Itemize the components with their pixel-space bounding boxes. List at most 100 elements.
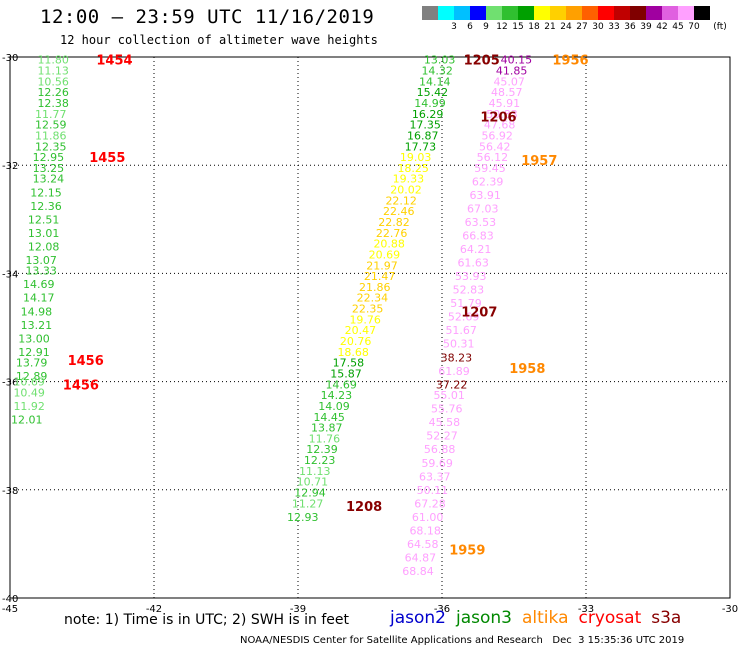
- swh-data-label: 38.23: [441, 351, 473, 364]
- swh-data-label: 66.83: [462, 230, 494, 243]
- swh-data-label: 52.83: [453, 284, 485, 297]
- swh-data-label: 13.79: [16, 357, 48, 370]
- swh-data-label: 12.95: [33, 151, 65, 164]
- swh-data-label: 22.12: [385, 194, 417, 207]
- swh-data-label: 61.89: [438, 365, 470, 378]
- swh-data-label: 22.76: [376, 227, 408, 240]
- swh-data-label: 64.87: [405, 551, 437, 564]
- pass-time-label: 1455: [89, 151, 125, 166]
- color-swatch: [662, 6, 678, 20]
- swh-data-label: 48.57: [491, 86, 523, 99]
- swh-data-label: 11.92: [13, 400, 45, 413]
- x-tick-label: -36: [434, 604, 450, 615]
- swh-data-label: 52.69: [448, 311, 480, 324]
- x-tick-label: -33: [578, 604, 594, 615]
- swh-data-label: 19.76: [349, 313, 381, 326]
- swh-data-label: 18.25: [397, 162, 429, 175]
- swh-data-label: 59.69: [421, 457, 453, 470]
- color-swatch: [486, 6, 502, 20]
- color-scale-label: 6: [467, 22, 473, 32]
- swh-data-label: 20.69: [369, 248, 401, 261]
- swh-data-label: 50.11: [417, 484, 449, 497]
- swh-data-label: 51.67: [445, 324, 477, 337]
- color-swatch: [438, 6, 454, 20]
- swh-data-label: 22.46: [383, 205, 415, 218]
- swh-data-label: 13.03: [424, 54, 456, 67]
- satellite-legend-entry: jason2: [390, 608, 446, 628]
- satellite-legend-entry: jason3: [456, 608, 512, 628]
- swh-data-label: 19.03: [400, 151, 432, 164]
- swh-data-label: 20.88: [373, 238, 405, 251]
- satellite-legend-entry: s3a: [651, 608, 682, 628]
- swh-data-label: 61.00: [412, 511, 444, 524]
- swh-data-label: 40.15: [501, 54, 533, 67]
- color-scale-label: 36: [624, 22, 636, 32]
- swh-data-label: 56.42: [479, 140, 511, 153]
- swh-data-label: 12.23: [304, 454, 336, 467]
- swh-data-label: 12.93: [287, 511, 319, 524]
- pass-time-label: 1958: [509, 362, 545, 377]
- pass-time-label: 1207: [461, 305, 497, 320]
- pass-time-label: 1959: [449, 543, 485, 558]
- swh-data-label: 13.87: [311, 422, 343, 435]
- color-scale-unit: (ft): [713, 22, 727, 32]
- swh-data-label: 50.83: [486, 108, 518, 121]
- swh-data-label: 11.76: [309, 432, 341, 445]
- swh-data-label: 14.17: [23, 292, 55, 305]
- swh-data-label: 63.37: [419, 470, 451, 483]
- color-scale-label: 33: [608, 22, 620, 32]
- color-scale-bar: [422, 6, 710, 20]
- swh-data-label: 20.47: [345, 324, 377, 337]
- swh-data-label: 52.27: [426, 430, 458, 443]
- swh-data-label: 64.21: [460, 243, 492, 256]
- swh-data-label: 11.77: [35, 108, 67, 121]
- color-swatch: [582, 6, 598, 20]
- swh-data-label: 67.03: [467, 202, 499, 215]
- swh-data-label: 18.68: [337, 346, 369, 359]
- y-tick-label: -30: [2, 53, 18, 64]
- swh-data-label: 11.13: [299, 465, 331, 478]
- swh-data-label: 13.33: [25, 265, 57, 278]
- swh-data-label: 56.88: [424, 443, 456, 456]
- color-swatch: [598, 6, 614, 20]
- x-tick-label: -39: [290, 604, 306, 615]
- swh-data-label: 51.79: [450, 297, 482, 310]
- swh-data-label: 20.02: [390, 184, 422, 197]
- swh-data-label: 21.86: [359, 281, 391, 294]
- swh-data-label: 63.53: [465, 216, 497, 229]
- color-swatch: [518, 6, 534, 20]
- swh-data-label: 64.58: [407, 538, 439, 551]
- swh-data-label: 14.69: [325, 378, 357, 391]
- x-tick-label: -30: [722, 604, 738, 615]
- swh-data-label: 14.09: [318, 400, 350, 413]
- swh-data-label: 55.76: [431, 403, 463, 416]
- swh-data-label: 12.39: [306, 443, 338, 456]
- color-scale-label: 24: [560, 22, 572, 32]
- swh-data-label: 12.01: [11, 413, 43, 426]
- swh-data-label: 13.21: [21, 319, 53, 332]
- swh-data-label: 15.42: [417, 86, 449, 99]
- swh-data-label: 12.89: [16, 370, 48, 383]
- chart-title: 12:00 – 23:59 UTC 11/16/2019: [40, 6, 375, 28]
- color-scale-label: 42: [656, 22, 668, 32]
- swh-data-label: 53.93: [455, 270, 487, 283]
- pass-time-label: 1206: [480, 111, 516, 126]
- color-scale-label: 9: [483, 22, 489, 32]
- color-swatch: [566, 6, 582, 20]
- swh-data-label: 11.27: [292, 497, 324, 510]
- chart-subtitle: 12 hour collection of altimeter wave hei…: [60, 33, 378, 47]
- color-scale-label: 45: [672, 22, 684, 32]
- color-swatch: [630, 6, 646, 20]
- swh-data-label: 10.49: [13, 386, 45, 399]
- color-swatch: [454, 6, 470, 20]
- swh-data-label: 68.84: [402, 565, 434, 578]
- swh-data-label: 45.07: [493, 75, 525, 88]
- color-scale-label: 12: [496, 22, 508, 32]
- color-scale-label: 15: [512, 22, 524, 32]
- swh-data-label: 12.59: [35, 119, 67, 132]
- swh-data-label: 14.99: [414, 97, 446, 110]
- swh-data-label: 56.92: [481, 129, 513, 142]
- swh-data-label: 14.23: [321, 389, 353, 402]
- swh-data-label: 12.35: [35, 140, 67, 153]
- swh-data-label: 17.58: [333, 357, 365, 370]
